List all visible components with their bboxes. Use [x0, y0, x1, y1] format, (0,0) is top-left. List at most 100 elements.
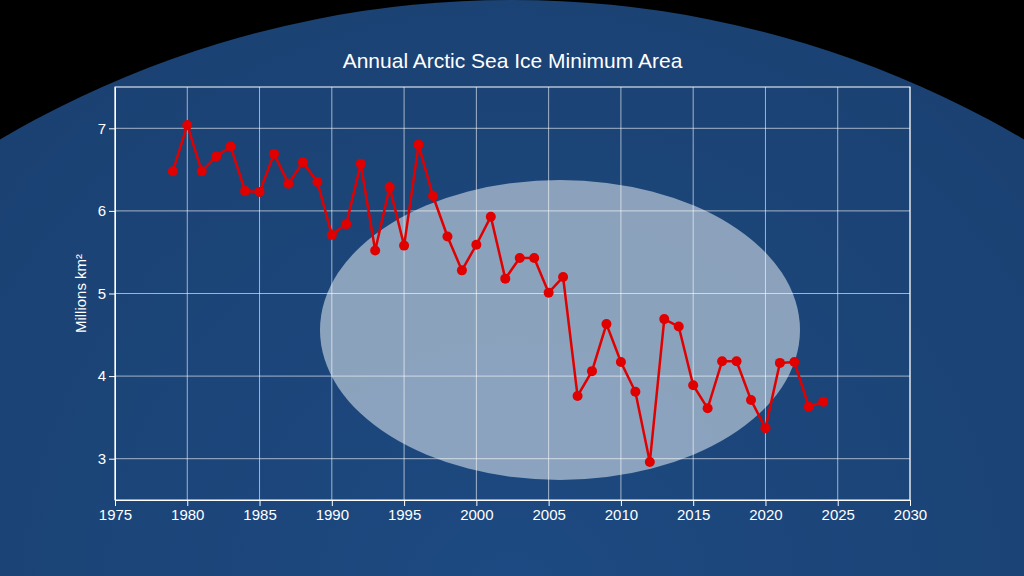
tick: 1980 [171, 500, 204, 523]
marker [471, 240, 481, 250]
tick-label: 7 [98, 120, 106, 137]
tick: 2030 [894, 500, 927, 523]
axis-line [115, 88, 116, 501]
marker [659, 314, 669, 324]
tick: 1990 [316, 500, 349, 523]
marker [298, 157, 308, 167]
tick-label: 2010 [605, 506, 638, 523]
tick: 1985 [243, 500, 276, 523]
marker [370, 246, 380, 256]
marker [414, 140, 424, 150]
tick: 2020 [749, 500, 782, 523]
marker [255, 187, 265, 197]
marker [616, 357, 626, 367]
marker [457, 265, 467, 275]
tick-label: 2015 [677, 506, 710, 523]
tick-label: 6 [98, 202, 106, 219]
marker [327, 230, 337, 240]
marker [182, 120, 192, 130]
marker [746, 395, 756, 405]
tick-label: 4 [98, 367, 106, 384]
y-axis: 3 4 5 6 7 [98, 88, 116, 501]
marker [630, 387, 640, 397]
grid-line [115, 293, 910, 294]
series [168, 120, 828, 467]
marker [789, 357, 799, 367]
tick-label: 2030 [894, 506, 927, 523]
marker [688, 380, 698, 390]
tick: 4 [98, 367, 115, 384]
tick-label: 1995 [388, 506, 421, 523]
marker [211, 151, 221, 161]
tick-mark [109, 128, 115, 129]
marker [544, 288, 554, 298]
tick-mark [109, 376, 115, 377]
tick-mark [109, 294, 115, 295]
marker [529, 253, 539, 263]
tick: 3 [98, 450, 115, 467]
tick-label: 2025 [822, 506, 855, 523]
marker [558, 272, 568, 282]
grid-line [115, 210, 910, 211]
tick: 5 [98, 285, 115, 302]
title: Annual Arctic Sea Ice Minimum Area [343, 49, 683, 72]
marker [269, 149, 279, 159]
marker [775, 358, 785, 368]
marker [197, 166, 207, 176]
globe [0, 0, 1024, 576]
marker [168, 166, 178, 176]
marker [283, 179, 293, 189]
marker [573, 391, 583, 401]
marker [356, 159, 366, 169]
marker [312, 177, 322, 187]
marker [486, 212, 496, 222]
plot: 1975 1980 1985 1990 1995 2000 2005 2010 2015 2020… [98, 87, 928, 523]
marker [428, 191, 438, 201]
marker [515, 253, 525, 263]
marker [601, 319, 611, 329]
marker [442, 232, 452, 242]
marker [399, 241, 409, 251]
marker [717, 356, 727, 366]
marker [645, 457, 655, 467]
grid-line [115, 128, 910, 129]
marker [804, 402, 814, 412]
ice-cap [320, 180, 800, 480]
tick-label: 2005 [532, 506, 565, 523]
grid [115, 87, 910, 500]
marker [587, 366, 597, 376]
x-axis: 1975 1980 1985 1990 1995 2000 2005 2010 2015 2020… [99, 500, 927, 523]
tick-mark [109, 211, 115, 212]
tick-mark [109, 459, 115, 460]
tick-label: 3 [98, 450, 106, 467]
tick-label: 1975 [99, 506, 132, 523]
tick: 1995 [388, 500, 421, 523]
marker [674, 322, 684, 332]
tick: 2015 [677, 500, 710, 523]
grid-line [115, 376, 910, 377]
chart: 1975 1980 1985 1990 1995 2000 2005 2010 2015 2020… [0, 0, 1024, 576]
tick: 7 [98, 120, 115, 137]
tick: 2000 [460, 500, 493, 523]
tick: 6 [98, 202, 115, 219]
tick-label: 5 [98, 285, 106, 302]
marker [703, 403, 713, 413]
marker [226, 141, 236, 151]
marker [760, 423, 770, 433]
tick-label: 2000 [460, 506, 493, 523]
marker [500, 274, 510, 284]
grid-line [115, 458, 910, 459]
y-axis-title: Millions km² [72, 254, 89, 333]
marker [385, 182, 395, 192]
tick: 2025 [822, 500, 855, 523]
tick: 2010 [605, 500, 638, 523]
tick: 2005 [532, 500, 565, 523]
marker [240, 186, 250, 196]
frame [115, 87, 910, 500]
tick-label: 1985 [243, 506, 276, 523]
tick-label: 2020 [749, 506, 782, 523]
marker [732, 356, 742, 366]
line [173, 125, 823, 462]
marker [341, 219, 351, 229]
tick-label: 1990 [316, 506, 349, 523]
